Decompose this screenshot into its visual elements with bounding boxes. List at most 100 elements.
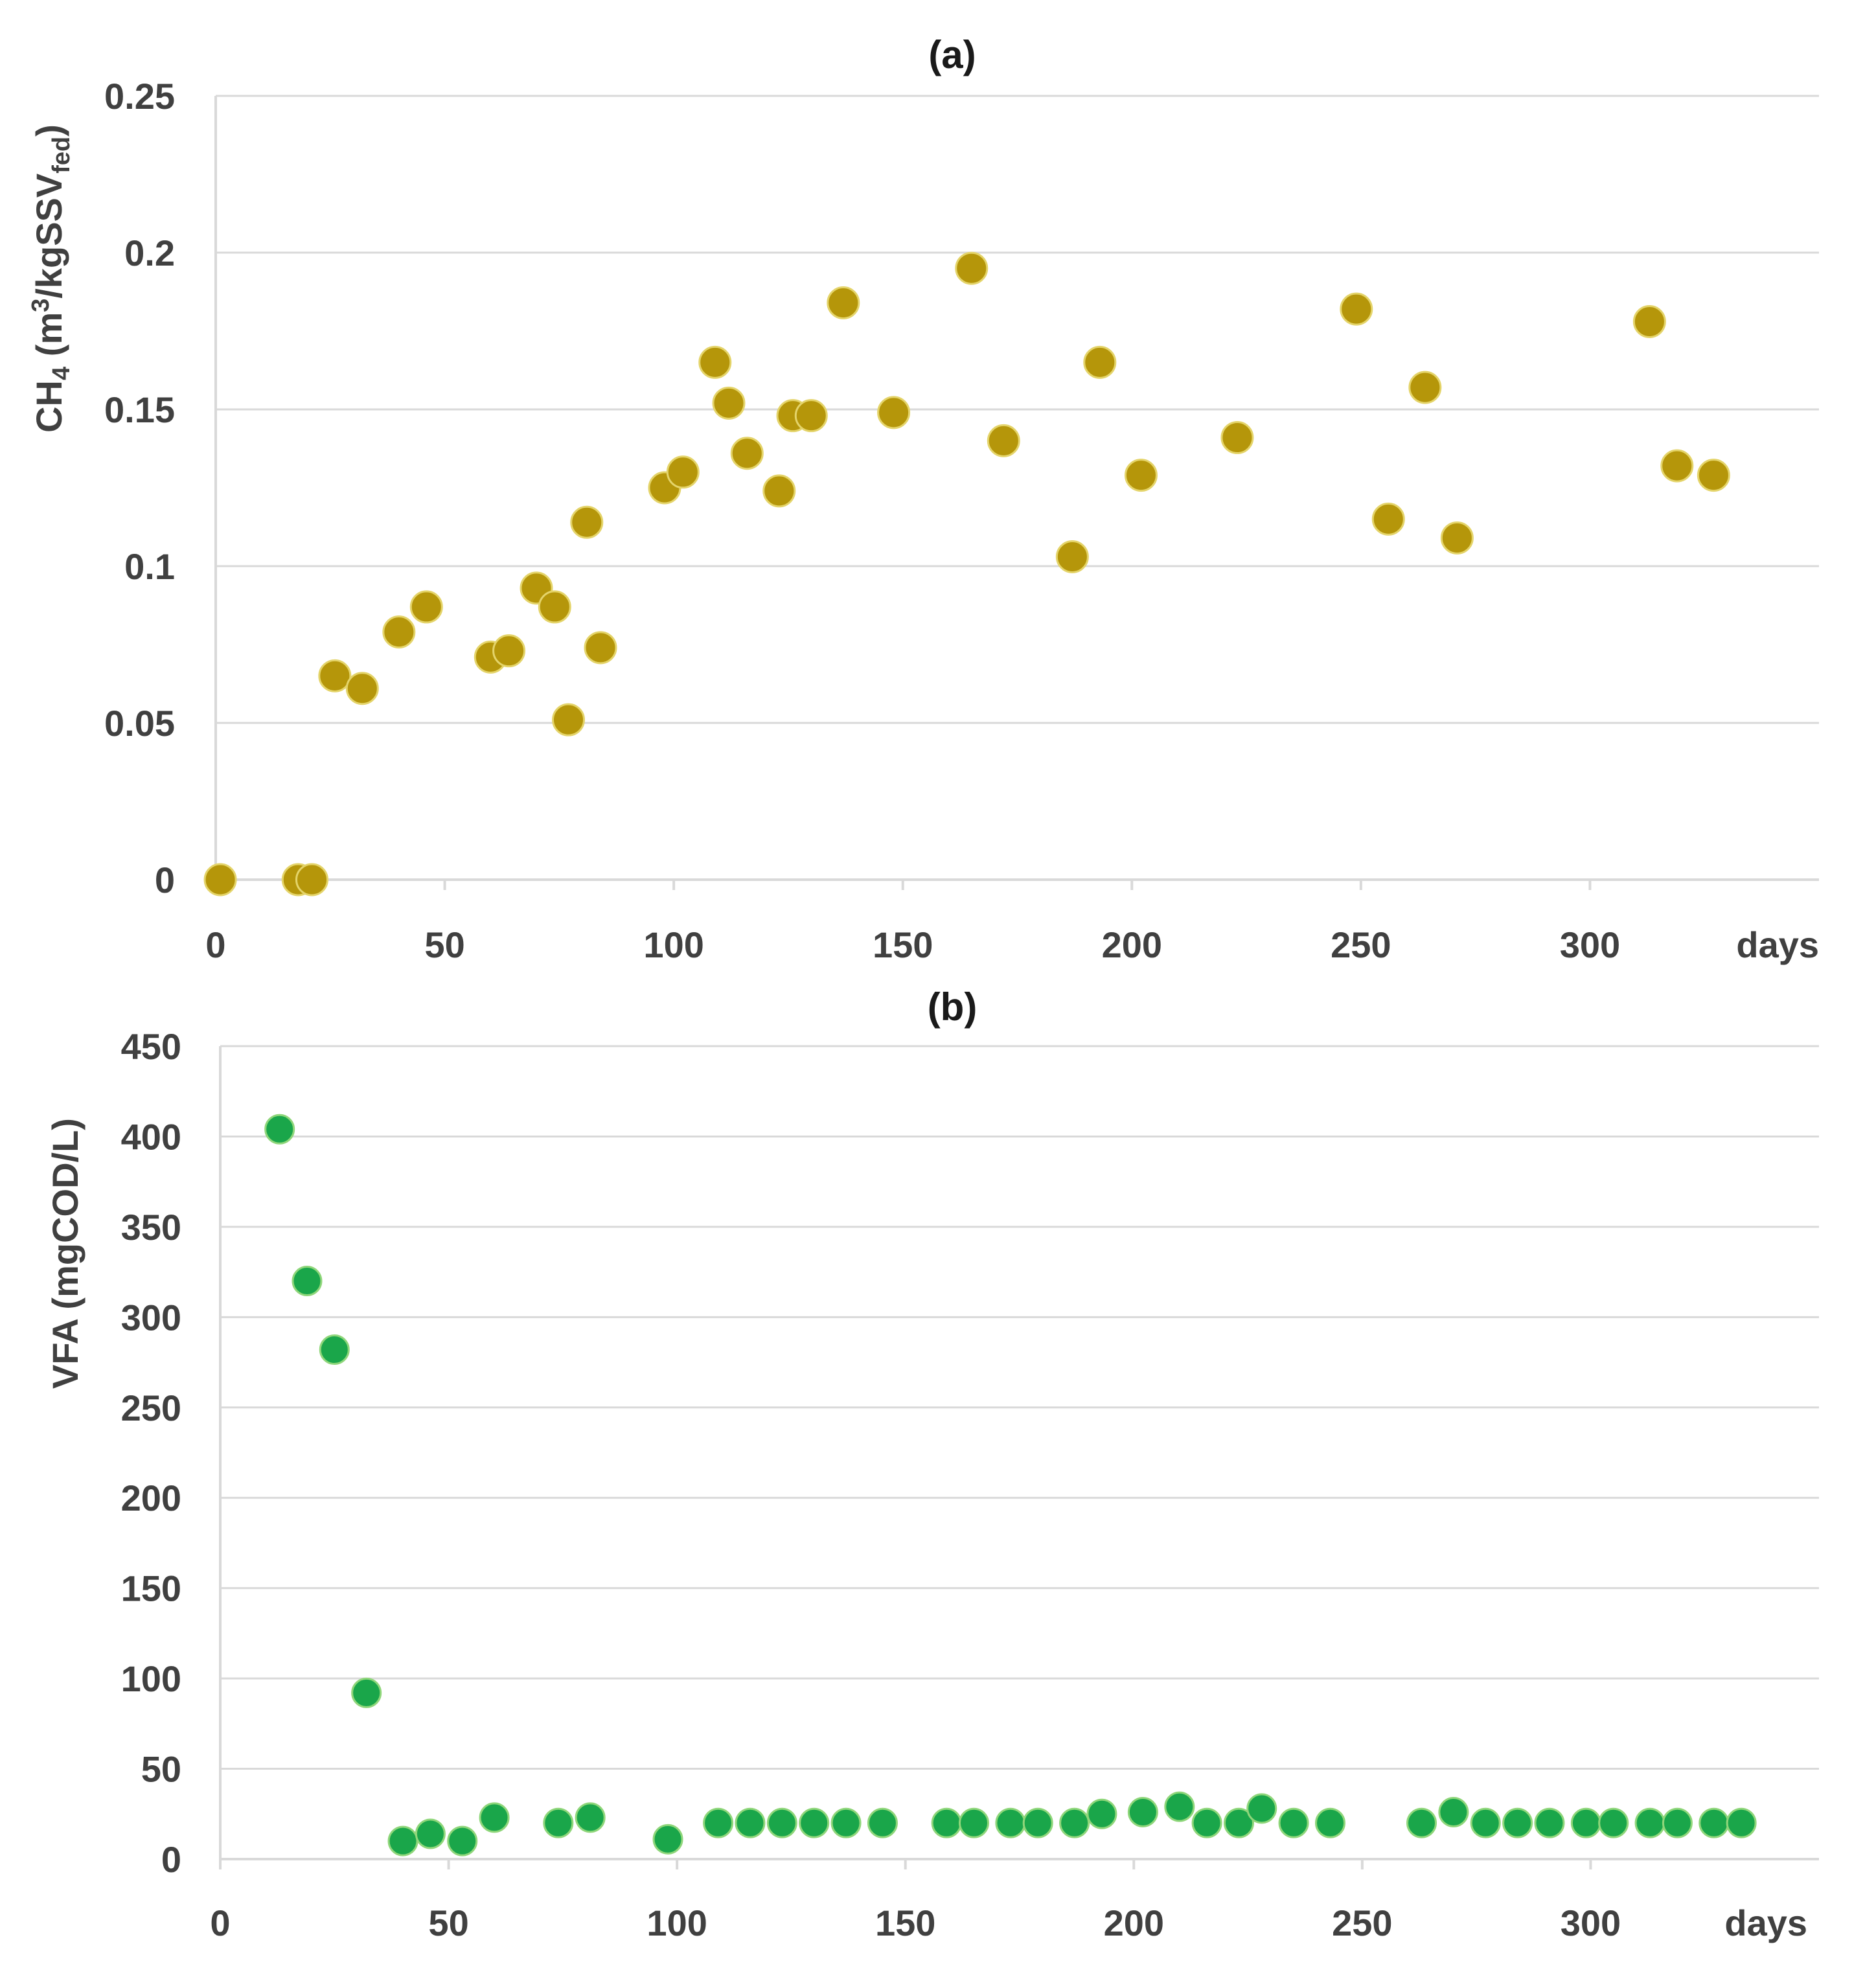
chart-b-y-tick-label: 50 — [141, 1749, 181, 1790]
chart-b-data-point — [799, 1807, 830, 1838]
chart-b-y-tick-label: 350 — [121, 1207, 181, 1248]
chart-b-x-ticks: 0 50 100 150 200 250 300 — [210, 1859, 1621, 1943]
chart-a-data-point — [987, 424, 1020, 457]
chart-b-data-point — [1598, 1807, 1629, 1838]
chart-a-data-point — [762, 474, 796, 508]
chart-a-y-tick-label: 0.2 — [124, 233, 175, 273]
chart-b-data-point — [703, 1807, 734, 1838]
chart-b-y-tick-label: 450 — [121, 1026, 181, 1067]
chart-a-y-tick-label: 0.1 — [124, 546, 175, 587]
chart-a-data-point — [409, 590, 443, 624]
y-label-close: ) — [29, 124, 69, 137]
chart-a-data-point — [794, 399, 828, 433]
chart-a-title: (a) — [928, 33, 976, 76]
chart-b-data-point — [543, 1807, 574, 1838]
chart-a-data-point — [570, 505, 604, 539]
chart-b-data-point — [830, 1807, 862, 1838]
chart-b-x-tick-label: 100 — [646, 1903, 707, 1943]
chart-b-data-point — [1246, 1793, 1277, 1824]
chart-b-data-point — [867, 1807, 898, 1838]
chart-b-data-point — [1191, 1807, 1222, 1838]
chart-b-x-axis-label: days — [1724, 1903, 1807, 1943]
chart-b-data-point — [1059, 1807, 1090, 1838]
chart-a-x-ticks: 0 50 100 150 200 250 300 — [205, 880, 1620, 965]
chart-a-data-point — [492, 634, 526, 668]
chart-a-data-point — [1055, 540, 1089, 573]
chart-b-y-tick-label: 400 — [121, 1116, 181, 1157]
chart-a-y-ticks: 0 0.05 0.1 0.15 0.2 0.25 — [104, 76, 175, 900]
chart-b-data-point — [415, 1818, 446, 1849]
chart-a-data-point — [698, 345, 732, 379]
chart-b-data-point — [766, 1807, 797, 1838]
chart-a-data-point — [1220, 421, 1254, 455]
chart-b-data-point — [1223, 1807, 1254, 1838]
chart-b-title: (b) — [928, 985, 978, 1029]
y-label-sub-4: 4 — [48, 367, 75, 380]
chart-a-data-point — [1632, 304, 1666, 338]
y-label-sub-fed: fed — [48, 137, 75, 174]
chart-a-y-tick-label: 0.05 — [104, 703, 175, 744]
chart-b-data-point — [1634, 1807, 1665, 1838]
chart-a-gridlines — [214, 95, 1819, 881]
chart-a-x-tick-label: 50 — [424, 924, 464, 965]
chart-b-y-tick-label: 150 — [121, 1568, 181, 1609]
chart-a-data-point — [730, 437, 764, 470]
chart-a-data-point — [584, 631, 617, 665]
chart-b-data-point — [1470, 1807, 1501, 1838]
chart-a-data-point — [552, 703, 585, 737]
chart-a-data-point — [1340, 292, 1373, 326]
chart-b: (b) 0 50 100 150 200 250 300 350 400 450 0 50 100 15… — [45, 985, 1819, 1943]
chart-b-data-point — [479, 1802, 510, 1833]
chart-a-data-point — [382, 615, 416, 649]
chart-a-y-axis-label: CH4 (m3/kgSSVfed) — [27, 124, 75, 433]
chart-a: (a) 0 0.05 0.1 0.15 0.2 0.25 0 50 100 150 200 250 3… — [27, 33, 1819, 965]
chart-b-data-point — [351, 1677, 382, 1708]
y-label-kgssv: /kgSSV — [29, 174, 69, 299]
chart-b-y-tick-label: 100 — [121, 1658, 181, 1699]
chart-b-x-tick-label: 300 — [1561, 1903, 1621, 1943]
chart-b-data-point — [1164, 1791, 1195, 1822]
chart-b-y-tick-label: 0 — [161, 1839, 181, 1880]
chart-a-x-tick-label: 200 — [1102, 924, 1162, 965]
chart-a-data-point — [1440, 521, 1474, 554]
chart-b-data-point — [1086, 1798, 1117, 1829]
chart-b-data-point — [1314, 1807, 1345, 1838]
chart-a-data-point — [1083, 345, 1117, 379]
chart-b-data-point — [1278, 1807, 1309, 1838]
chart-b-data-point — [1127, 1796, 1158, 1827]
y-label-m: (m — [29, 312, 69, 367]
chart-b-points — [264, 1114, 1757, 1857]
chart-b-data-point — [264, 1114, 295, 1145]
chart-a-x-tick-label: 150 — [873, 924, 933, 965]
chart-b-data-point — [1570, 1807, 1601, 1838]
chart-a-points — [203, 251, 1730, 897]
chart-a-data-point — [203, 863, 237, 897]
chart-b-data-point — [1534, 1807, 1565, 1838]
chart-a-data-point — [295, 863, 328, 897]
chart-b-data-point — [995, 1807, 1026, 1838]
chart-b-data-point — [1406, 1807, 1437, 1838]
chart-b-data-point — [575, 1802, 606, 1833]
chart-b-data-point — [447, 1825, 478, 1857]
chart-a-data-point — [1371, 502, 1405, 536]
chart-b-data-point — [735, 1807, 766, 1838]
chart-b-data-point — [931, 1807, 962, 1838]
chart-b-data-point — [1699, 1807, 1730, 1838]
chart-a-data-point — [345, 672, 379, 705]
y-label-sup-3: 3 — [27, 299, 54, 312]
chart-b-x-tick-label: 250 — [1332, 1903, 1392, 1943]
chart-b-data-point — [1022, 1807, 1053, 1838]
chart-b-y-axis-label: VFA (mgCOD/L) — [45, 1118, 86, 1389]
chart-b-y-tick-label: 250 — [121, 1388, 181, 1428]
chart-b-data-point — [958, 1807, 989, 1838]
chart-a-data-point — [877, 396, 911, 429]
chart-a-data-point — [955, 251, 989, 285]
chart-a-data-point — [318, 659, 352, 692]
chart-b-data-point — [387, 1825, 418, 1857]
chart-a-y-tick-label: 0.15 — [104, 389, 175, 430]
chart-a-data-point — [712, 386, 746, 420]
chart-b-x-tick-label: 200 — [1104, 1903, 1164, 1943]
chart-a-data-point — [1660, 449, 1694, 483]
chart-a-data-point — [538, 590, 571, 624]
